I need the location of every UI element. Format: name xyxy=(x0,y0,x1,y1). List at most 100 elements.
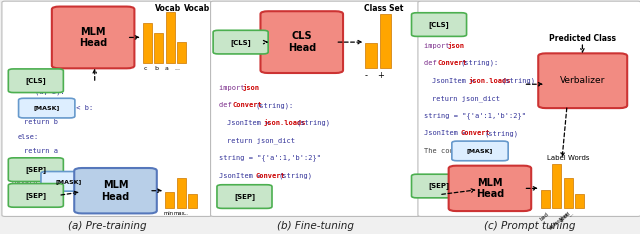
FancyBboxPatch shape xyxy=(412,174,467,198)
Text: [CLS]: [CLS] xyxy=(230,39,251,46)
FancyBboxPatch shape xyxy=(575,194,584,208)
FancyBboxPatch shape xyxy=(217,185,272,208)
FancyBboxPatch shape xyxy=(541,190,550,208)
Text: [CLS]: [CLS] xyxy=(26,77,46,84)
FancyBboxPatch shape xyxy=(365,43,377,68)
FancyBboxPatch shape xyxy=(211,1,420,216)
Text: (string): (string) xyxy=(279,172,313,179)
Text: max: max xyxy=(25,88,38,94)
Text: json: json xyxy=(242,84,259,91)
Text: c: c xyxy=(143,66,147,70)
Text: < b:: < b: xyxy=(72,105,93,111)
Text: MLM
Head: MLM Head xyxy=(79,27,108,48)
Text: -: - xyxy=(365,71,367,80)
Text: import: import xyxy=(424,43,454,49)
FancyBboxPatch shape xyxy=(552,164,561,208)
FancyBboxPatch shape xyxy=(177,42,186,63)
Text: (b) Fine-tuning: (b) Fine-tuning xyxy=(277,221,354,231)
FancyBboxPatch shape xyxy=(8,158,63,182)
Text: b: b xyxy=(155,66,159,70)
Text: defective: defective xyxy=(548,211,570,231)
Text: Verbalizer: Verbalizer xyxy=(560,76,605,85)
Text: [CLS]: [CLS] xyxy=(429,21,449,28)
Text: [SEP]: [SEP] xyxy=(428,183,450,190)
Text: Label Words: Label Words xyxy=(547,155,589,161)
Text: [MASK]: [MASK] xyxy=(33,106,60,111)
Text: return json_dict: return json_dict xyxy=(227,137,294,144)
FancyBboxPatch shape xyxy=(418,1,640,216)
FancyBboxPatch shape xyxy=(2,1,212,216)
FancyBboxPatch shape xyxy=(8,183,63,207)
Text: Vocab: Vocab xyxy=(184,4,211,13)
FancyBboxPatch shape xyxy=(449,166,531,211)
Text: [SEP]: [SEP] xyxy=(25,192,47,199)
Text: Vocab: Vocab xyxy=(155,4,182,13)
FancyBboxPatch shape xyxy=(564,178,573,208)
Text: min: min xyxy=(163,211,173,216)
Text: ...: ... xyxy=(568,211,575,218)
Text: return b: return b xyxy=(24,119,58,125)
Text: bad: bad xyxy=(539,211,550,222)
FancyBboxPatch shape xyxy=(8,69,63,92)
Text: string = "{'a':1,'b':2}": string = "{'a':1,'b':2}" xyxy=(219,155,321,161)
Text: Predicted Class: Predicted Class xyxy=(549,34,616,43)
Text: Convert: Convert xyxy=(461,130,491,136)
Text: (string): (string) xyxy=(296,120,330,126)
Text: json: json xyxy=(447,42,465,49)
Text: ...: ... xyxy=(184,211,189,216)
FancyBboxPatch shape xyxy=(19,98,75,118)
FancyBboxPatch shape xyxy=(452,141,508,161)
Text: if: if xyxy=(18,105,31,111)
Text: MLM
Head: MLM Head xyxy=(101,180,130,201)
Text: +: + xyxy=(378,71,384,80)
FancyBboxPatch shape xyxy=(380,14,391,68)
Text: (c) Prompt tuning: (c) Prompt tuning xyxy=(484,221,575,231)
Text: (a, b):: (a, b): xyxy=(35,88,65,95)
Text: The code is: The code is xyxy=(424,148,476,154)
Text: JsonItem =: JsonItem = xyxy=(227,120,273,126)
Text: return json_dict: return json_dict xyxy=(432,95,500,102)
Text: def: def xyxy=(219,102,236,108)
Text: max: max xyxy=(173,211,185,216)
Text: a: a xyxy=(165,66,169,70)
FancyBboxPatch shape xyxy=(538,53,627,108)
Text: json.loads: json.loads xyxy=(263,119,306,126)
Text: [MASK]: [MASK] xyxy=(56,179,83,184)
FancyBboxPatch shape xyxy=(177,178,186,208)
Text: def: def xyxy=(12,88,29,94)
Text: else:: else: xyxy=(18,134,39,140)
Text: (string): (string) xyxy=(502,77,536,84)
Text: value.: value. xyxy=(95,178,124,184)
FancyBboxPatch shape xyxy=(52,7,134,68)
Text: (string):: (string): xyxy=(255,102,294,109)
Text: JsonItem =: JsonItem = xyxy=(424,130,471,136)
Text: [SEP]: [SEP] xyxy=(234,193,255,200)
Text: ...: ... xyxy=(174,66,180,70)
Text: Class Set: Class Set xyxy=(364,4,403,13)
Text: (a) Pre-training: (a) Pre-training xyxy=(68,221,147,231)
Text: string = "{'a':1,'b':2}": string = "{'a':1,'b':2}" xyxy=(424,113,526,119)
FancyBboxPatch shape xyxy=(154,33,163,63)
FancyBboxPatch shape xyxy=(213,30,268,54)
Text: json.loads: json.loads xyxy=(468,77,511,84)
Text: [MASK]: [MASK] xyxy=(467,148,493,154)
Text: Convert: Convert xyxy=(255,172,285,179)
FancyBboxPatch shape xyxy=(143,23,152,63)
FancyBboxPatch shape xyxy=(188,194,197,208)
FancyBboxPatch shape xyxy=(166,12,175,63)
Text: JsonItem =: JsonItem = xyxy=(432,78,479,84)
Text: good: good xyxy=(558,211,572,223)
FancyBboxPatch shape xyxy=(74,168,157,213)
Text: JsonItem =: JsonItem = xyxy=(219,172,266,179)
Text: (string):: (string): xyxy=(461,60,499,66)
Text: import: import xyxy=(219,85,248,91)
FancyBboxPatch shape xyxy=(412,13,467,36)
Text: [SEP]: [SEP] xyxy=(25,166,47,173)
Text: (string): (string) xyxy=(484,130,518,137)
Text: MLM
Head: MLM Head xyxy=(476,178,504,199)
Text: Convert: Convert xyxy=(438,60,467,66)
Text: def: def xyxy=(424,60,442,66)
Text: Return the: Return the xyxy=(12,178,58,184)
FancyBboxPatch shape xyxy=(41,172,97,191)
Text: return a: return a xyxy=(24,148,58,154)
